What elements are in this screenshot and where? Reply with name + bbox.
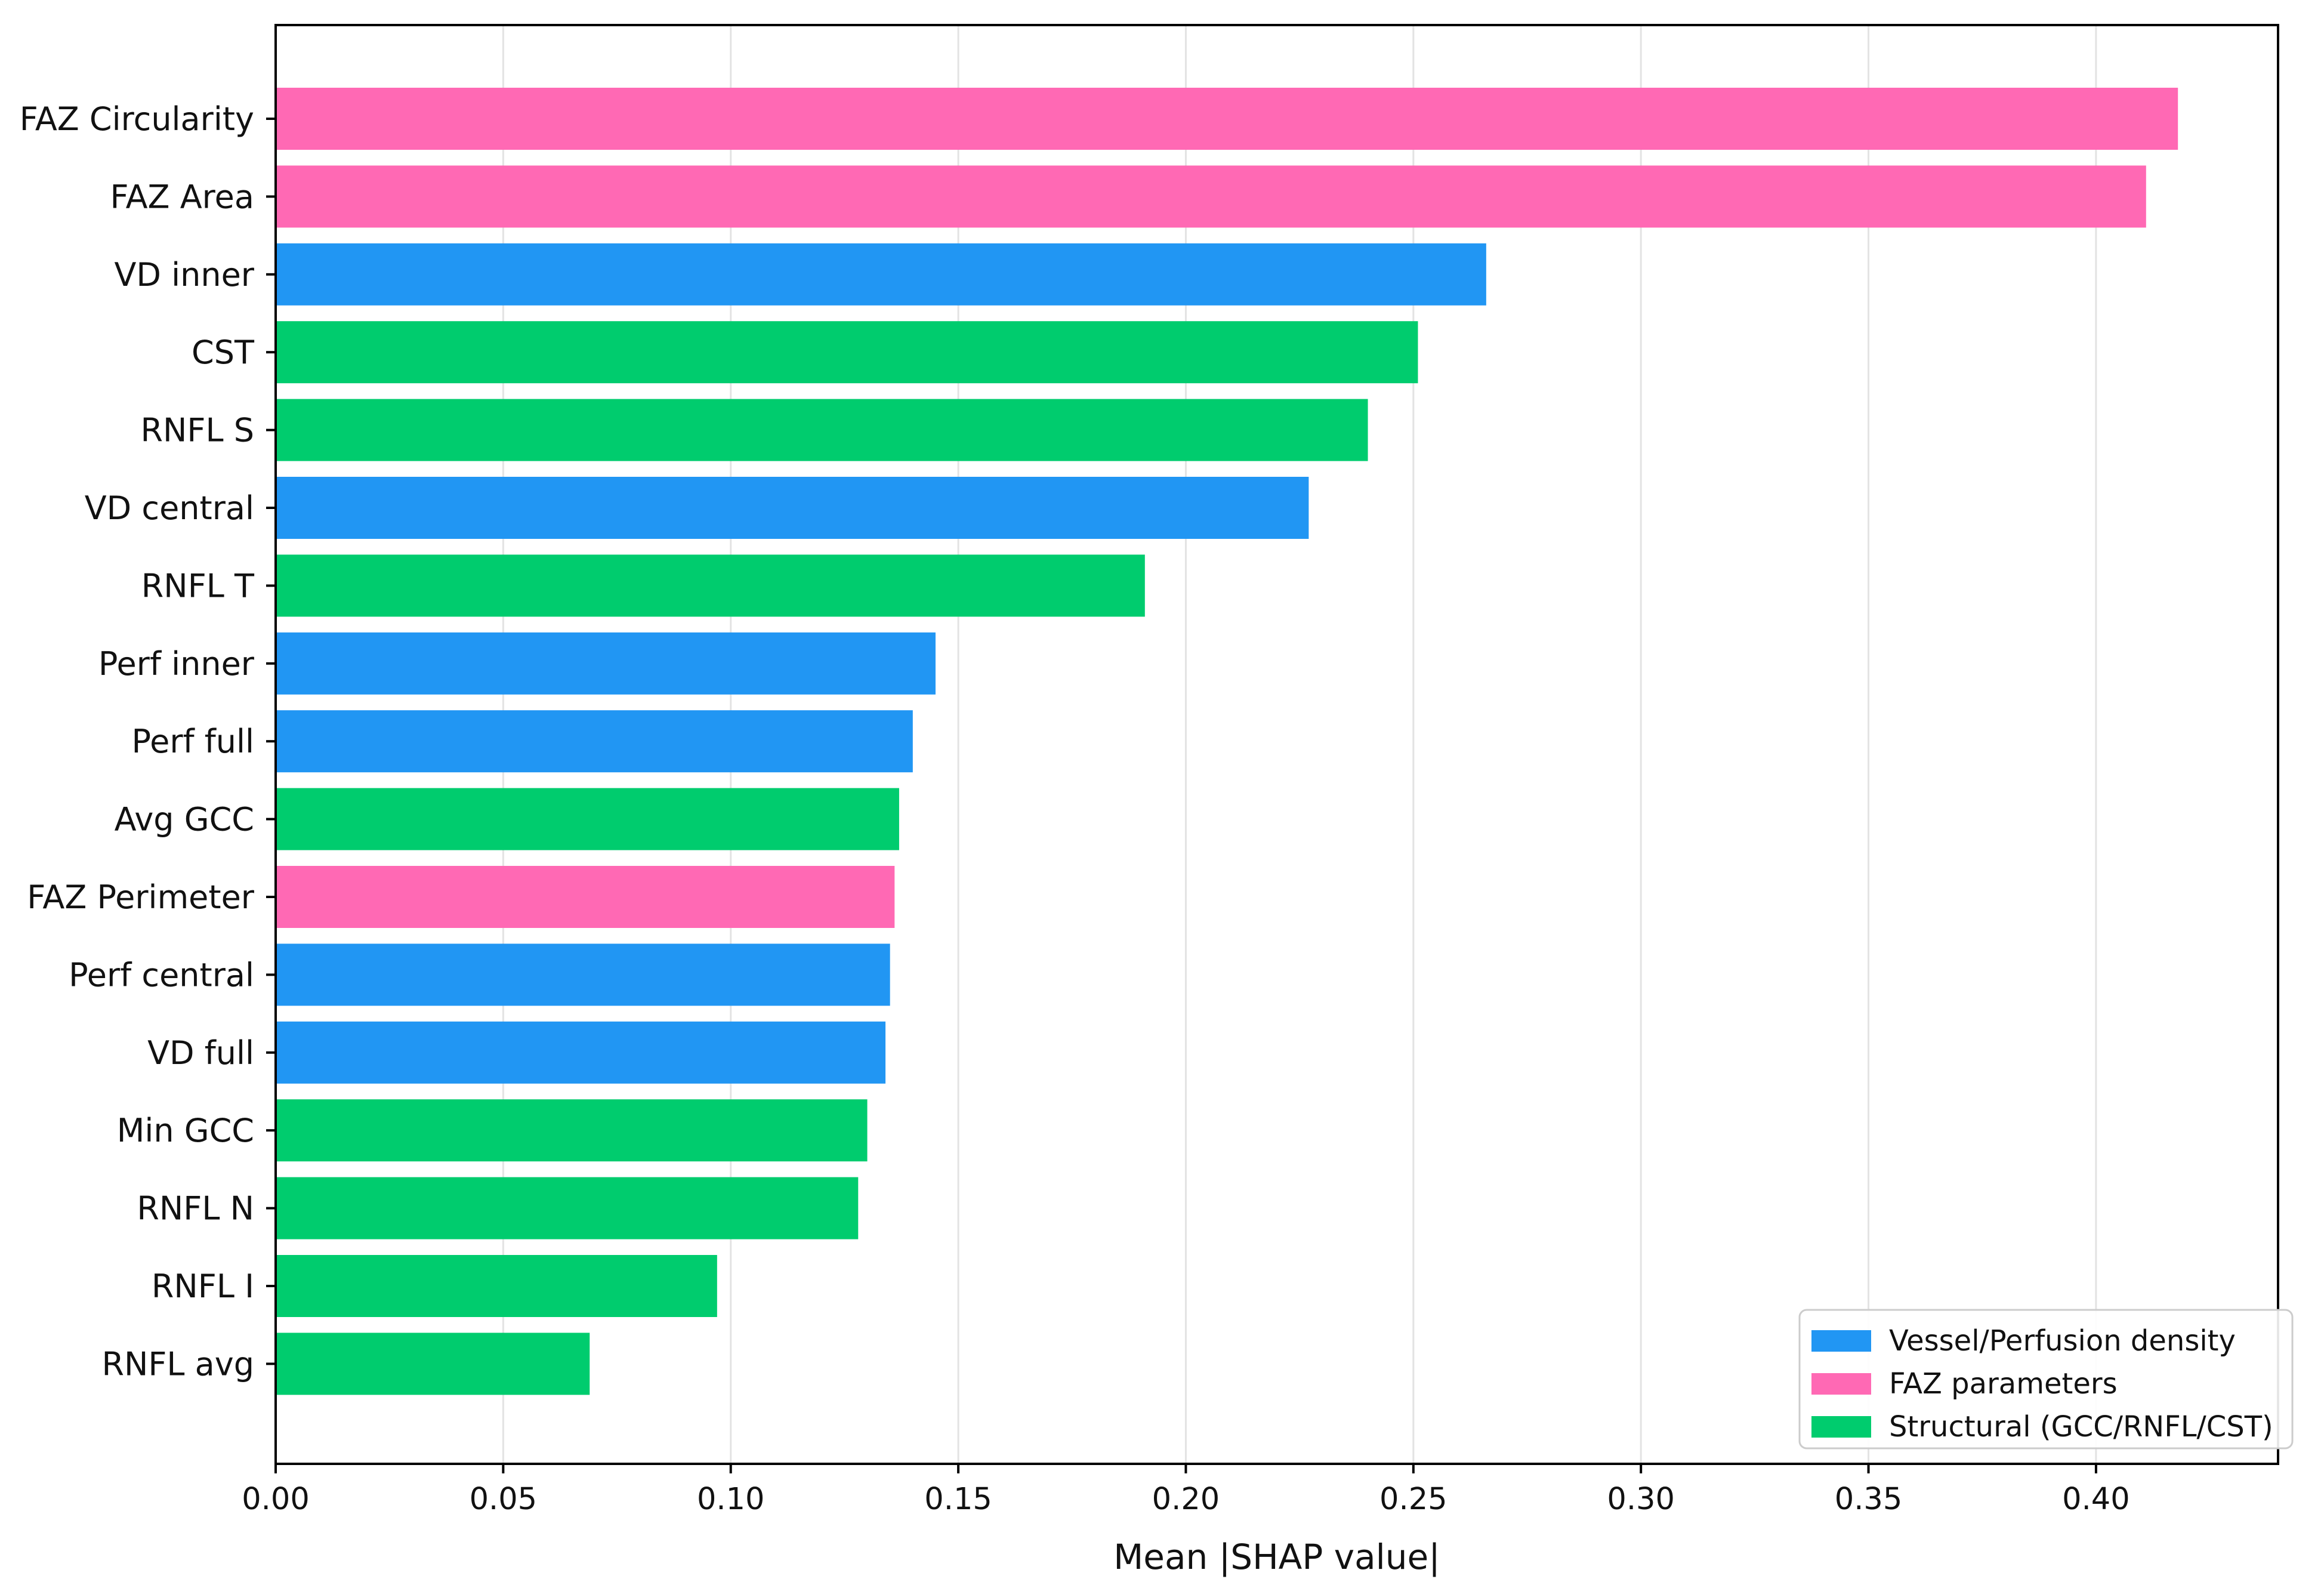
bar	[277, 1021, 886, 1084]
y-category-label: RNFL N	[137, 1190, 254, 1228]
y-category-label: VD full	[147, 1034, 254, 1072]
bar	[277, 710, 913, 773]
bar	[277, 866, 895, 928]
bar	[277, 243, 1486, 306]
legend-box	[1798, 1309, 2294, 1450]
y-category-label: RNFL I	[152, 1268, 254, 1305]
x-tick-label: 0.05	[470, 1482, 538, 1517]
legend-label: FAZ parameters	[1889, 1367, 2118, 1401]
bar	[277, 788, 899, 850]
y-category-label: Avg GCC	[115, 801, 254, 838]
y-category-label: RNFL T	[141, 567, 255, 605]
bar	[277, 632, 936, 695]
legend-swatch	[1811, 1373, 1871, 1395]
x-axis-title: Mean |SHAP value|	[1113, 1537, 1440, 1577]
bar	[277, 1255, 717, 1317]
y-category-label: CST	[192, 334, 255, 371]
y-category-label: Perf central	[69, 956, 254, 994]
bar	[277, 477, 1309, 539]
bar	[277, 88, 2178, 150]
x-tick-label: 0.10	[697, 1482, 765, 1517]
bar	[277, 554, 1145, 617]
legend-label: Structural (GCC/RNFL/CST)	[1889, 1410, 2273, 1444]
bar	[277, 1099, 868, 1162]
bar	[277, 165, 2146, 228]
bars	[277, 88, 2178, 1395]
plot-frame	[274, 24, 2279, 1465]
x-tick-label: 0.00	[242, 1482, 310, 1517]
legend-label: Vessel/Perfusion density	[1889, 1324, 2236, 1358]
y-category-label: FAZ Circularity	[20, 100, 254, 138]
legend-swatch	[1811, 1330, 1871, 1352]
y-category-label: Min GCC	[117, 1112, 254, 1149]
y-category-label: VD inner	[114, 256, 254, 294]
y-category-label: RNFL S	[140, 412, 254, 449]
x-tick-label: 0.25	[1379, 1482, 1448, 1517]
y-category-label: VD central	[85, 489, 254, 527]
x-tick-label: 0.15	[924, 1482, 992, 1517]
y-axis-categories: FAZ Circularity FAZ Area VD inner CST RNFL S…	[20, 100, 276, 1383]
y-category-label: Perf full	[132, 723, 254, 760]
bar	[277, 1333, 590, 1395]
legend-swatch	[1811, 1416, 1871, 1438]
legend: Vessel/Perfusion density FAZ parameters St…	[1798, 1309, 2294, 1450]
x-tick-label: 0.35	[1835, 1482, 1903, 1517]
x-tick-label: 0.40	[2062, 1482, 2130, 1517]
x-tick-label: 0.30	[1607, 1482, 1675, 1517]
bar	[277, 1177, 859, 1239]
x-axis-ticks: 0.00 0.05 0.10 0.15 0.20 0.25 0.30 0.35 0.40	[242, 1464, 2130, 1517]
y-category-label: Perf inner	[98, 645, 255, 683]
y-category-label: FAZ Area	[110, 178, 254, 215]
y-category-label: FAZ Perimeter	[27, 878, 254, 916]
bar	[277, 321, 1418, 384]
bar	[277, 399, 1368, 461]
bar	[277, 943, 890, 1006]
y-category-label: RNFL avg	[101, 1345, 254, 1383]
x-tick-label: 0.20	[1152, 1482, 1220, 1517]
